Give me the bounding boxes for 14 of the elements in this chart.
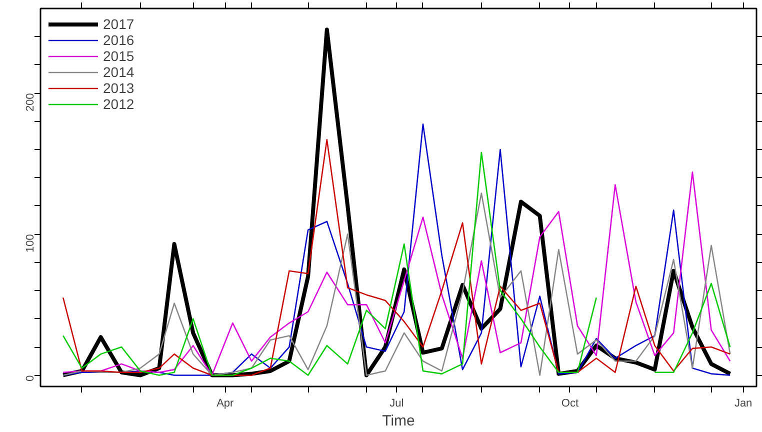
legend-label: 2016	[103, 32, 134, 48]
x-tick-label: Apr	[216, 398, 234, 410]
legend-label: 2012	[103, 96, 134, 112]
y-tick-label: 100	[24, 234, 36, 253]
legend-label: 2013	[103, 80, 134, 96]
x-tick-label: Jan	[734, 398, 752, 410]
x-axis-title: Time	[382, 412, 415, 430]
legend-label: 2014	[103, 64, 134, 80]
legend-label: 2015	[103, 48, 134, 64]
y-tick-label: 0	[24, 375, 36, 382]
x-tick-label: Jul	[390, 398, 404, 410]
x-tick-label: Oct	[561, 398, 579, 410]
y-tick-label: 200	[24, 93, 36, 112]
legend-label: 2017	[103, 16, 134, 32]
